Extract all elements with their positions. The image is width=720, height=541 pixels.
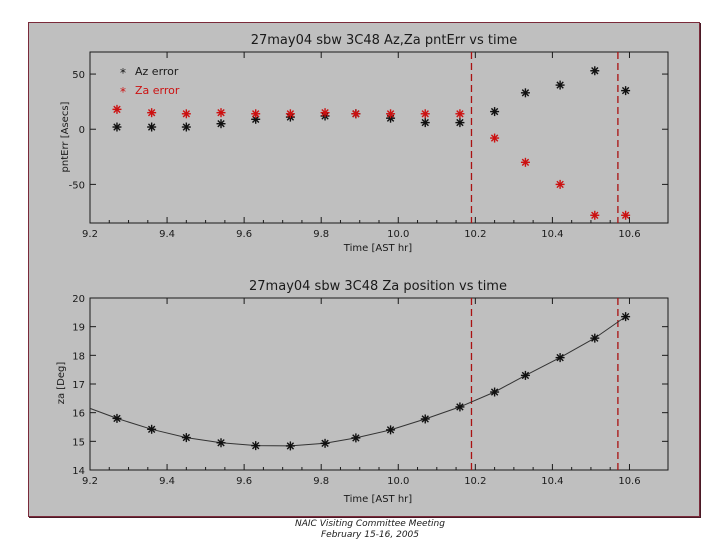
legend-az-label: Az error: [135, 65, 179, 78]
data-point: [147, 122, 157, 132]
x-tick-label: 9.4: [159, 476, 175, 487]
y-tick-label: 14: [72, 466, 85, 477]
x-tick-label: 9.2: [82, 476, 98, 487]
x-tick-label: 10.6: [618, 476, 640, 487]
data-point: [251, 114, 261, 124]
data-point: [455, 118, 465, 128]
x-tick-label: 10.6: [618, 229, 640, 240]
y-tick-label: 16: [72, 409, 85, 420]
chart1-legend: * Az error * Za error: [120, 65, 180, 99]
x-tick-label: 10.0: [387, 476, 409, 487]
y-tick-label: 15: [72, 437, 85, 448]
y-tick-label: 18: [72, 351, 85, 362]
chart2-x-ticks: 9.2 9.4 9.6 9.8 10.0 10.2 10.4 10.6: [82, 298, 641, 487]
data-point: [285, 441, 295, 451]
data-point: [351, 109, 361, 119]
data-point: [520, 157, 530, 167]
data-point: [420, 414, 430, 424]
data-point: [590, 333, 600, 343]
data-point: [181, 109, 191, 119]
footer-line-1: NAIC Visiting Committee Meeting: [295, 519, 445, 529]
legend-za-marker: *: [120, 85, 126, 99]
data-point: [285, 109, 295, 119]
data-point: [251, 109, 261, 119]
data-point: [181, 433, 191, 443]
x-tick-label: 10.2: [464, 476, 486, 487]
data-point: [621, 86, 631, 96]
data-point: [520, 370, 530, 380]
data-point: [112, 413, 122, 423]
legend-az-marker: *: [120, 66, 126, 80]
data-point: [490, 107, 500, 117]
data-point: [621, 210, 631, 220]
x-tick-label: 9.6: [236, 476, 252, 487]
chart1-y-ticks: -50 0 50: [69, 70, 668, 191]
data-point: [216, 119, 226, 129]
data-point: [555, 179, 565, 189]
data-point: [147, 108, 157, 118]
data-point: [216, 438, 226, 448]
chart2-points: [112, 312, 631, 451]
chart2-plot-area: [89, 297, 669, 471]
data-point: [147, 424, 157, 434]
data-point: [420, 109, 430, 119]
data-point: [621, 312, 631, 322]
chart2-x-axis-label: Time [AST hr]: [343, 494, 412, 505]
x-tick-label: 10.0: [387, 229, 409, 240]
data-point: [590, 210, 600, 220]
data-point: [555, 80, 565, 90]
pointing-error-chart: 27may04 sbw 3C48 Az,Za pntErr vs time 9.…: [60, 33, 669, 254]
footer: NAIC Visiting Committee Meeting February…: [250, 519, 490, 541]
za-position-chart: 27may04 sbw 3C48 Za position vs time 9.2…: [56, 279, 669, 505]
chart1-marker-lines: [470, 52, 619, 223]
data-point: [386, 425, 396, 435]
data-point: [181, 122, 191, 132]
data-point: [386, 109, 396, 119]
y-tick-label: 50: [72, 70, 85, 81]
x-tick-label: 10.2: [464, 229, 486, 240]
chart1-y-axis-label: pntErr [Asecs]: [60, 101, 71, 172]
chart2-fit-curve: [89, 316, 626, 447]
chart1-x-ticks: 9.2 9.4 9.6 9.8 10.0 10.2 10.4 10.6: [82, 52, 641, 240]
data-point: [320, 438, 330, 448]
x-tick-label: 10.4: [541, 476, 563, 487]
data-point: [112, 122, 122, 132]
data-point: [320, 108, 330, 118]
data-point: [555, 353, 565, 363]
data-point: [520, 88, 530, 98]
data-point: [590, 66, 600, 76]
data-point: [455, 109, 465, 119]
chart1-title: 27may04 sbw 3C48 Az,Za pntErr vs time: [251, 33, 518, 48]
data-point: [490, 133, 500, 143]
chart2-y-axis-label: za [Deg]: [56, 362, 67, 405]
y-tick-label: 20: [72, 294, 85, 305]
y-tick-label: 0: [79, 125, 85, 136]
data-point: [251, 441, 261, 451]
data-point: [216, 108, 226, 118]
slide-frame: [28, 22, 700, 517]
chart1-x-axis-label: Time [AST hr]: [343, 243, 412, 254]
data-point: [351, 433, 361, 443]
x-tick-label: 10.4: [541, 229, 563, 240]
data-point: [112, 104, 122, 114]
data-point: [420, 118, 430, 128]
x-tick-label: 9.8: [313, 229, 329, 240]
y-tick-label: 19: [72, 323, 85, 334]
data-point: [490, 387, 500, 397]
chart1-points: [112, 66, 631, 220]
x-tick-label: 9.8: [313, 476, 329, 487]
y-tick-label: -50: [69, 180, 85, 191]
data-point: [455, 402, 465, 412]
x-tick-label: 9.4: [159, 229, 175, 240]
footer-line-2: February 15-16, 2005: [320, 530, 419, 540]
chart2-title: 27may04 sbw 3C48 Za position vs time: [249, 279, 507, 294]
x-tick-label: 9.2: [82, 229, 98, 240]
y-tick-label: 17: [72, 380, 85, 391]
x-tick-label: 9.6: [236, 229, 252, 240]
chart2-y-ticks: 14 15 16 17 18 19 20: [72, 294, 668, 477]
chart2-marker-lines: [470, 298, 619, 470]
legend-za-label: Za error: [135, 84, 180, 97]
